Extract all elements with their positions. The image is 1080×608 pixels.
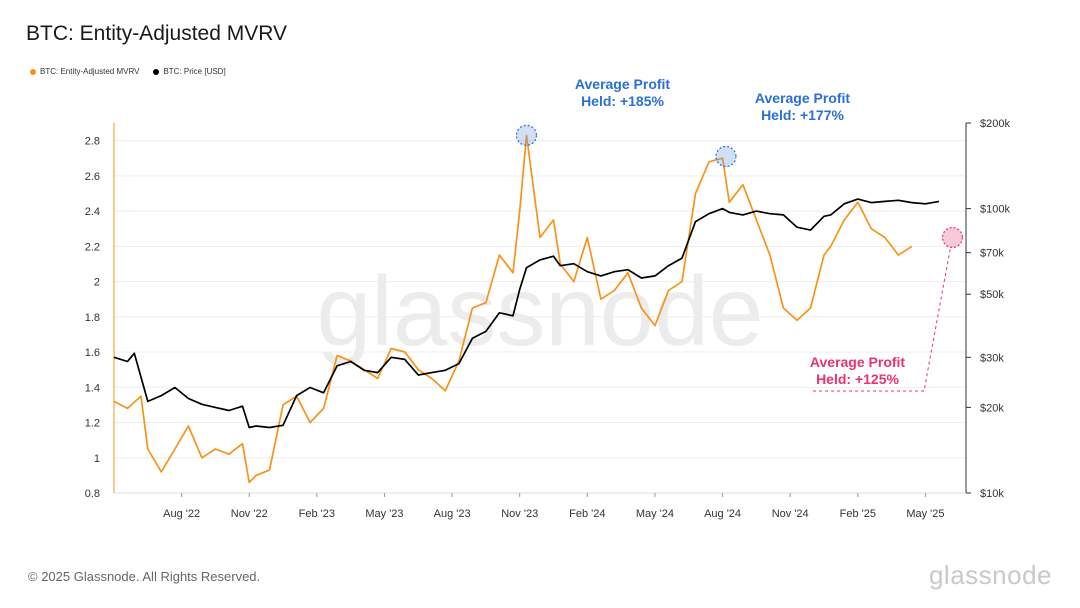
legend-label-price: BTC: Price [USD]	[163, 67, 226, 76]
annotation-peak-1-line2: Held: +185%	[581, 93, 664, 109]
annotation-peak-1-line1: Average Profit	[574, 76, 671, 92]
x-tick-label: Nov '24	[772, 508, 809, 520]
y-left-tick-label: 2.6	[85, 171, 100, 183]
y-left-tick-label: 1.8	[85, 312, 100, 324]
x-tick-label: Aug '22	[163, 508, 200, 520]
y-right-tick-label: $20k	[980, 402, 1004, 414]
y-left-tick-label: 1	[94, 453, 100, 465]
y-left-tick-label: 2.4	[85, 206, 100, 218]
annotation-peak-2-line1: Average Profit	[754, 90, 851, 106]
x-tick-label: May '24	[636, 508, 674, 520]
annotation-peak-2-line2: Held: +177%	[761, 107, 844, 123]
y-left-tick-label: 1.2	[85, 418, 100, 430]
x-tick-label: Feb '23	[299, 508, 335, 520]
series-line-mvrv	[113, 134, 913, 484]
legend-dot-price	[153, 68, 160, 75]
watermark: glassnode	[317, 256, 764, 366]
annotation-label-peak-2: Average Profit Held: +177%	[740, 90, 865, 124]
current-marker	[941, 226, 964, 249]
peak-marker-1	[515, 124, 538, 146]
annotation-leader-line	[813, 247, 951, 392]
peak-marker-2	[715, 145, 737, 168]
x-tick-label: Nov '22	[231, 508, 268, 520]
y-left-tick-label: 1.4	[85, 382, 100, 394]
annotation-label-peak-1: Average Profit Held: +185%	[560, 76, 685, 110]
y-left-tick-label: 2.8	[85, 136, 100, 148]
y-right-tick-label: $50k	[980, 289, 1004, 301]
y-right-tick-label: $100k	[980, 204, 1010, 216]
legend-item-mvrv[interactable]: BTC: Entity-Adjusted MVRV	[30, 67, 139, 76]
x-tick-label: Feb '25	[840, 508, 876, 520]
chart-title: BTC: Entity-Adjusted MVRV	[26, 22, 288, 45]
x-tick-label: Feb '24	[569, 508, 605, 520]
y-right-tick-label: $200k	[980, 118, 1010, 130]
legend: BTC: Entity-Adjusted MVRV BTC: Price [US…	[30, 67, 226, 76]
legend-item-price[interactable]: BTC: Price [USD]	[153, 67, 226, 76]
legend-label-mvrv: BTC: Entity-Adjusted MVRV	[40, 67, 140, 76]
x-tick-label: May '23	[365, 508, 403, 520]
y-left-tick-label: 0.8	[85, 488, 100, 500]
y-left-tick-label: 1.6	[85, 347, 100, 359]
brand-logo-text: glassnode	[928, 560, 1052, 590]
y-left-tick-label: 2	[94, 277, 100, 289]
copyright-text: © 2025 Glassnode. All Rights Reserved.	[28, 569, 261, 584]
annotation-label-current: Average Profit Held: +125%	[795, 354, 920, 388]
x-tick-label: May '25	[906, 508, 944, 520]
annotation-current-line2: Held: +125%	[816, 371, 899, 387]
annotation-current-line1: Average Profit	[809, 354, 906, 370]
y-right-tick-label: $10k	[980, 488, 1004, 500]
x-tick-label: Nov '23	[501, 508, 538, 520]
legend-dot-mvrv	[30, 68, 36, 75]
x-tick-label: Aug '24	[704, 508, 741, 520]
y-right-tick-label: $30k	[980, 352, 1004, 364]
y-right-tick-label: $70k	[980, 248, 1004, 260]
y-left-tick-label: 2.2	[85, 241, 100, 253]
x-tick-label: Aug '23	[434, 508, 471, 520]
series-line-price	[113, 198, 940, 429]
